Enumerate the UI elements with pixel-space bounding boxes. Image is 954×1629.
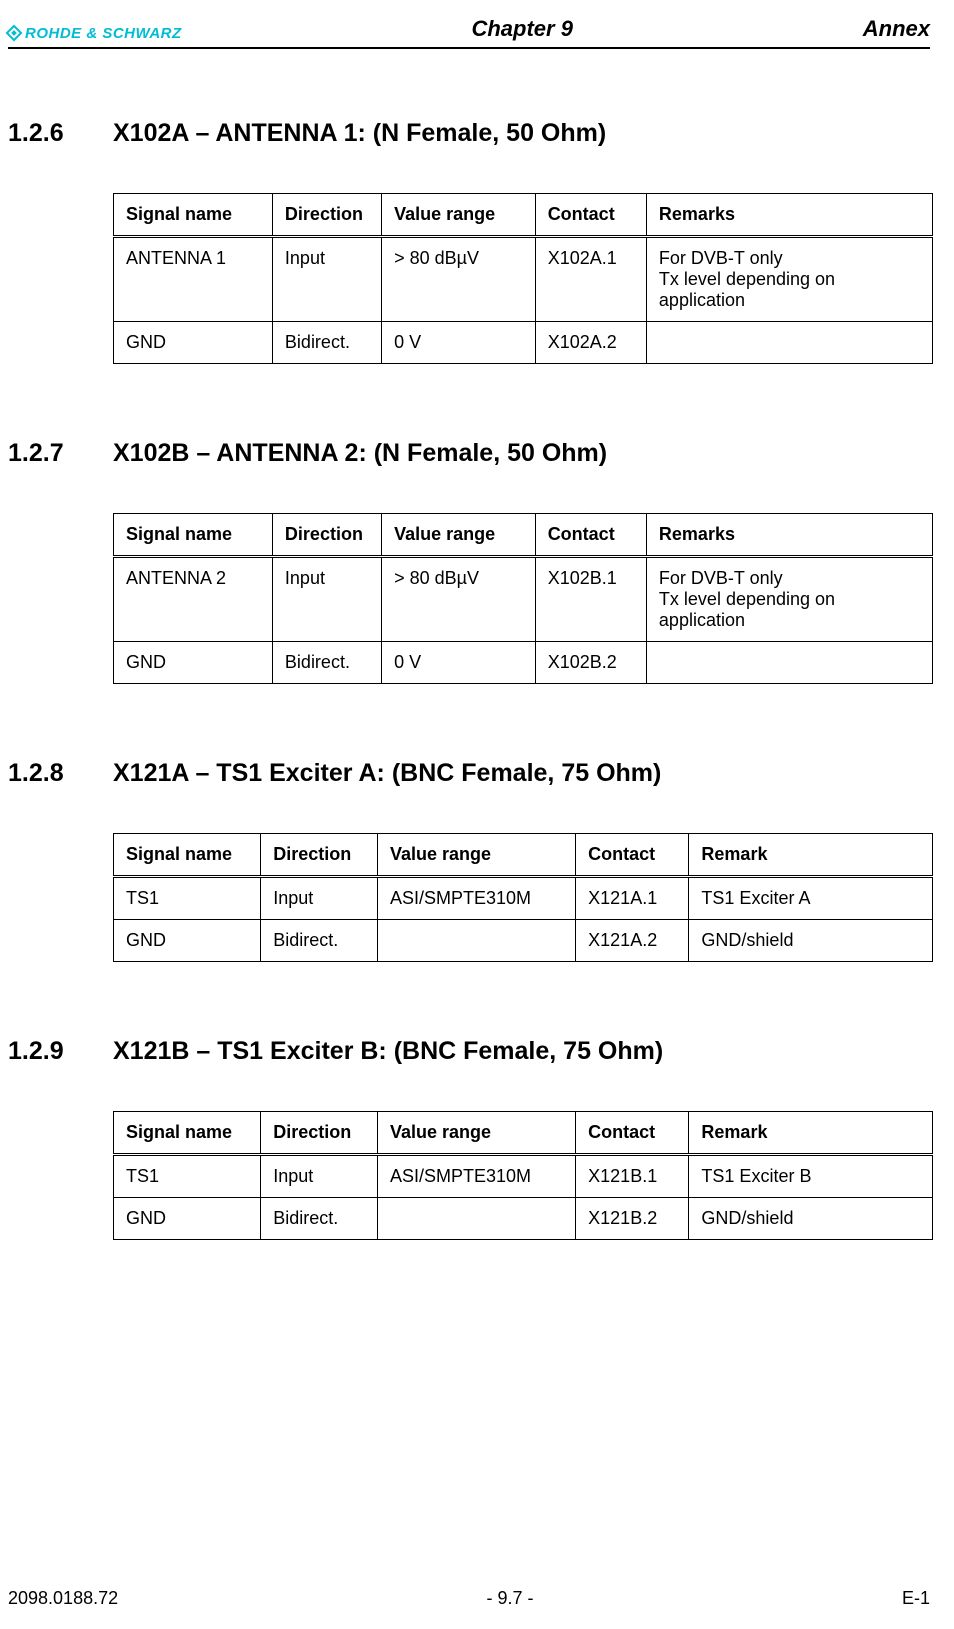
table-cell bbox=[646, 642, 932, 684]
table-cell: Input bbox=[272, 557, 381, 642]
page-header: ROHDE & SCHWARZ Chapter 9 Annex bbox=[8, 16, 930, 45]
section-heading: 1.2.8 X121A – TS1 Exciter A: (BNC Female… bbox=[8, 759, 930, 788]
table-cell: Bidirect. bbox=[272, 642, 381, 684]
table-header-cell: Remark bbox=[689, 834, 933, 877]
section-number: 1.2.7 bbox=[8, 439, 113, 468]
table-cell bbox=[377, 1198, 575, 1240]
table-cell: Bidirect. bbox=[272, 322, 381, 364]
table-cell: 0 V bbox=[382, 322, 536, 364]
table-cell: > 80 dBµV bbox=[382, 557, 536, 642]
footer-page-number: - 9.7 - bbox=[487, 1588, 534, 1609]
header-divider bbox=[8, 47, 930, 49]
table-x102b: Signal nameDirectionValue rangeContactRe… bbox=[113, 513, 933, 684]
table-cell: GND bbox=[114, 920, 261, 962]
table-cell: GND bbox=[114, 1198, 261, 1240]
section-1-2-8: 1.2.8 X121A – TS1 Exciter A: (BNC Female… bbox=[8, 759, 930, 962]
chapter-title: Chapter 9 bbox=[182, 16, 863, 42]
table-cell: Input bbox=[261, 1155, 378, 1198]
table-row: GNDBidirect.0 VX102A.2 bbox=[114, 322, 933, 364]
table-header-cell: Remarks bbox=[646, 514, 932, 557]
table-header-cell: Direction bbox=[272, 194, 381, 237]
section-heading: 1.2.9 X121B – TS1 Exciter B: (BNC Female… bbox=[8, 1037, 930, 1066]
table-cell: X102B.1 bbox=[535, 557, 646, 642]
table-cell: GND bbox=[114, 322, 273, 364]
footer-revision: E-1 bbox=[902, 1588, 930, 1609]
table-cell: GND/shield bbox=[689, 920, 933, 962]
table-header-cell: Value range bbox=[382, 194, 536, 237]
table-header-cell: Signal name bbox=[114, 514, 273, 557]
table-header-cell: Remark bbox=[689, 1112, 933, 1155]
table-cell: TS1 bbox=[114, 877, 261, 920]
table-header-cell: Signal name bbox=[114, 834, 261, 877]
section-1-2-7: 1.2.7 X102B – ANTENNA 2: (N Female, 50 O… bbox=[8, 439, 930, 684]
table-cell: For DVB-T onlyTx level depending on appl… bbox=[646, 557, 932, 642]
table-row: TS1InputASI/SMPTE310MX121B.1TS1 Exciter … bbox=[114, 1155, 933, 1198]
table-cell: GND/shield bbox=[689, 1198, 933, 1240]
table-cell: X121A.2 bbox=[576, 920, 689, 962]
table-cell: ASI/SMPTE310M bbox=[377, 1155, 575, 1198]
table-cell bbox=[646, 322, 932, 364]
section-title: X102A – ANTENNA 1: (N Female, 50 Ohm) bbox=[113, 119, 930, 148]
section-title: X121B – TS1 Exciter B: (BNC Female, 75 O… bbox=[113, 1037, 930, 1066]
table-header-cell: Value range bbox=[377, 1112, 575, 1155]
section-title: X102B – ANTENNA 2: (N Female, 50 Ohm) bbox=[113, 439, 930, 468]
table-cell: Bidirect. bbox=[261, 920, 378, 962]
table-cell: TS1 Exciter A bbox=[689, 877, 933, 920]
table-x102a: Signal nameDirectionValue rangeContactRe… bbox=[113, 193, 933, 364]
logo: ROHDE & SCHWARZ bbox=[8, 25, 182, 42]
section-number: 1.2.8 bbox=[8, 759, 113, 788]
section-number: 1.2.6 bbox=[8, 119, 113, 148]
table-header-cell: Direction bbox=[261, 834, 378, 877]
section-1-2-6: 1.2.6 X102A – ANTENNA 1: (N Female, 50 O… bbox=[8, 119, 930, 364]
table-cell: ANTENNA 2 bbox=[114, 557, 273, 642]
table-cell: X121A.1 bbox=[576, 877, 689, 920]
table-row: TS1InputASI/SMPTE310MX121A.1TS1 Exciter … bbox=[114, 877, 933, 920]
table-x121b: Signal nameDirectionValue rangeContactRe… bbox=[113, 1111, 933, 1240]
table-row: GNDBidirect. X121A.2GND/shield bbox=[114, 920, 933, 962]
section-number: 1.2.9 bbox=[8, 1037, 113, 1066]
table-header-cell: Contact bbox=[535, 514, 646, 557]
table-header-cell: Direction bbox=[272, 514, 381, 557]
section-1-2-9: 1.2.9 X121B – TS1 Exciter B: (BNC Female… bbox=[8, 1037, 930, 1240]
table-cell: 0 V bbox=[382, 642, 536, 684]
table-header-cell: Signal name bbox=[114, 1112, 261, 1155]
table-cell: X102A.1 bbox=[535, 237, 646, 322]
table-cell: GND bbox=[114, 642, 273, 684]
table-cell: Input bbox=[272, 237, 381, 322]
table-x121a: Signal nameDirectionValue rangeContactRe… bbox=[113, 833, 933, 962]
table-row: ANTENNA 2Input> 80 dBµVX102B.1For DVB-T … bbox=[114, 557, 933, 642]
table-cell: X121B.2 bbox=[576, 1198, 689, 1240]
table-header-cell: Contact bbox=[576, 1112, 689, 1155]
table-header-cell: Contact bbox=[535, 194, 646, 237]
table-header-cell: Direction bbox=[261, 1112, 378, 1155]
page-footer: 2098.0188.72 - 9.7 - E-1 bbox=[8, 1588, 930, 1609]
table-cell: TS1 Exciter B bbox=[689, 1155, 933, 1198]
table-header-cell: Value range bbox=[377, 834, 575, 877]
table-header-cell: Contact bbox=[576, 834, 689, 877]
section-title: X121A – TS1 Exciter A: (BNC Female, 75 O… bbox=[113, 759, 930, 788]
footer-doc-id: 2098.0188.72 bbox=[8, 1588, 118, 1609]
table-row: GNDBidirect. X121B.2GND/shield bbox=[114, 1198, 933, 1240]
table-cell: > 80 dBµV bbox=[382, 237, 536, 322]
table-cell: X102A.2 bbox=[535, 322, 646, 364]
table-cell bbox=[377, 920, 575, 962]
section-heading: 1.2.7 X102B – ANTENNA 2: (N Female, 50 O… bbox=[8, 439, 930, 468]
table-cell: TS1 bbox=[114, 1155, 261, 1198]
table-header-cell: Signal name bbox=[114, 194, 273, 237]
table-row: GNDBidirect.0 VX102B.2 bbox=[114, 642, 933, 684]
table-cell: For DVB-T onlyTx level depending on appl… bbox=[646, 237, 932, 322]
table-cell: X102B.2 bbox=[535, 642, 646, 684]
table-cell: ASI/SMPTE310M bbox=[377, 877, 575, 920]
table-header-cell: Remarks bbox=[646, 194, 932, 237]
logo-diamond-icon bbox=[6, 24, 23, 41]
table-cell: Input bbox=[261, 877, 378, 920]
table-cell: Bidirect. bbox=[261, 1198, 378, 1240]
table-cell: ANTENNA 1 bbox=[114, 237, 273, 322]
table-header-cell: Value range bbox=[382, 514, 536, 557]
annex-label: Annex bbox=[863, 16, 930, 42]
section-heading: 1.2.6 X102A – ANTENNA 1: (N Female, 50 O… bbox=[8, 119, 930, 148]
table-row: ANTENNA 1Input> 80 dBµVX102A.1For DVB-T … bbox=[114, 237, 933, 322]
table-cell: X121B.1 bbox=[576, 1155, 689, 1198]
logo-text: ROHDE & SCHWARZ bbox=[25, 25, 182, 42]
